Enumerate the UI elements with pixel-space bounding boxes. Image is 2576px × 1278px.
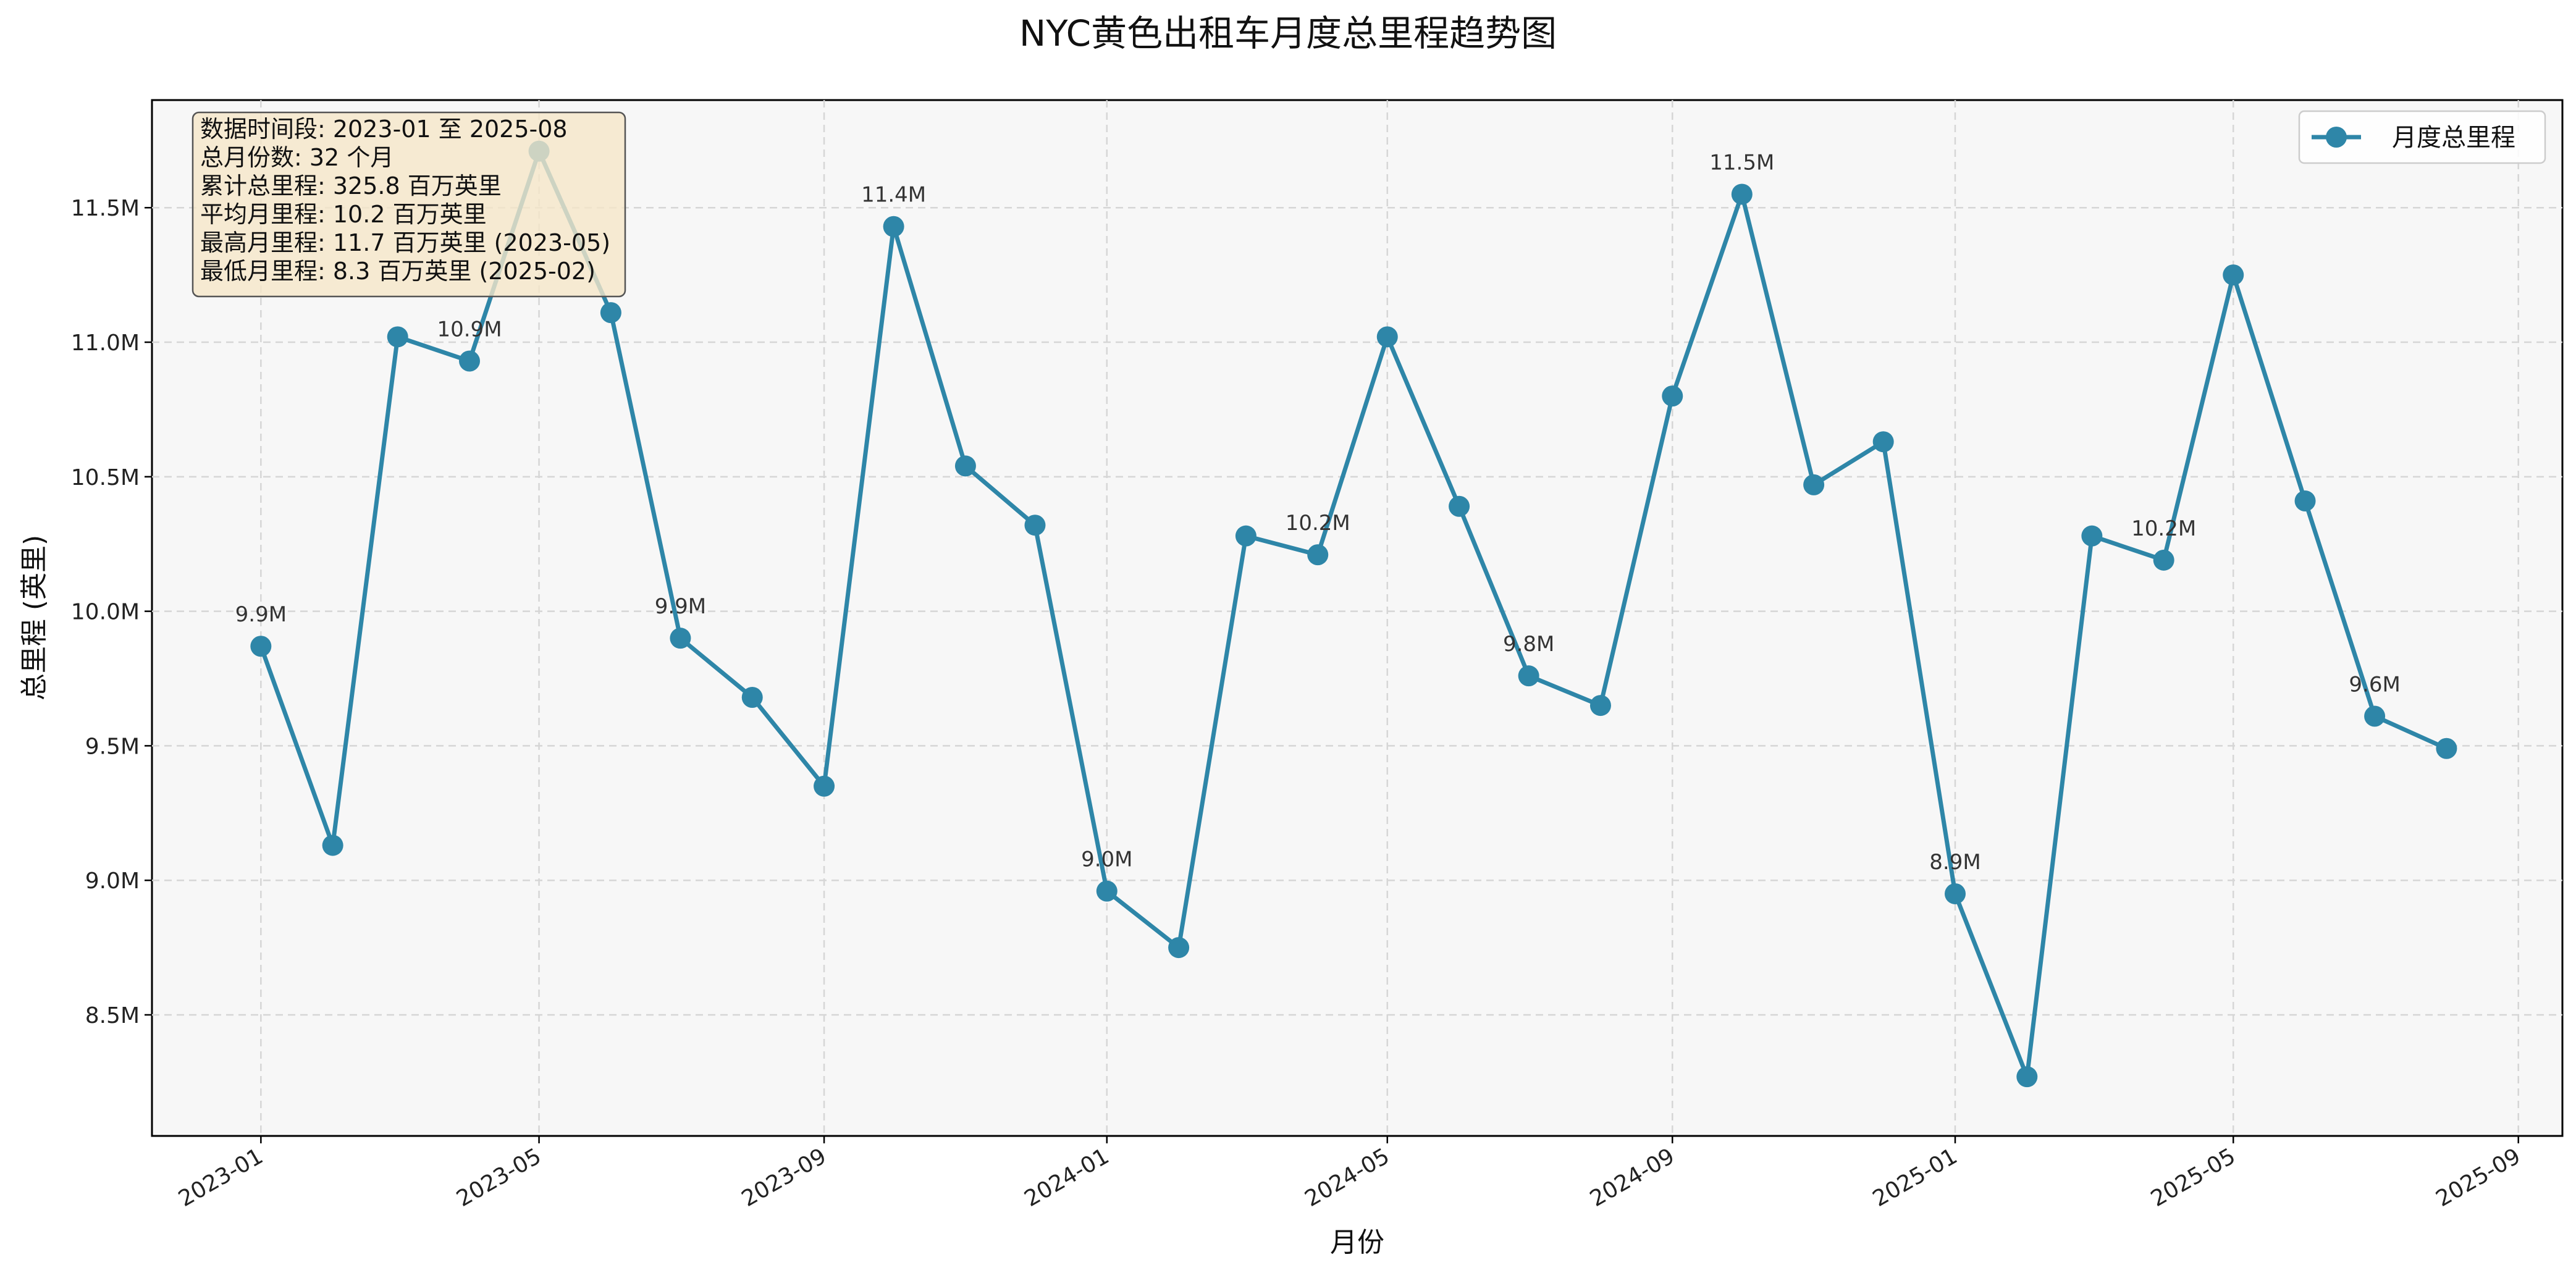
chart-title: NYC黄色出租车月度总里程趋势图 — [1019, 12, 1557, 54]
info-box-line: 数据时间段: 2023-01 至 2025-08 — [200, 116, 568, 143]
data-point — [387, 326, 408, 348]
x-tick-label: 2025-09 — [2431, 1143, 2525, 1212]
data-point — [1944, 883, 1966, 904]
info-box-background — [192, 111, 626, 298]
info-box-line: 累计总里程: 325.8 百万英里 — [200, 172, 502, 200]
data-label: 10.9M — [437, 317, 502, 342]
x-tick-label: 2024-05 — [1301, 1143, 1394, 1212]
data-point — [600, 302, 621, 324]
data-point — [2294, 490, 2316, 512]
data-label: 8.9M — [1929, 850, 1980, 875]
data-label: 9.9M — [655, 594, 706, 619]
y-tick-label: 8.5M — [85, 1003, 140, 1028]
data-point — [1168, 937, 1190, 959]
data-point — [2223, 264, 2244, 286]
data-point — [322, 834, 343, 856]
data-point — [2081, 525, 2103, 547]
data-point — [2364, 705, 2386, 727]
data-point — [2153, 549, 2174, 571]
data-label: 9.0M — [1081, 847, 1132, 872]
x-axis-title: 月份 — [1330, 1227, 1384, 1258]
x-tick-label: 2023-05 — [452, 1143, 545, 1212]
data-annotations: 9.9M 10.9M 9.9M 11.4M 9.0M 10.2M 9.8M 11.5M 8.9M… — [235, 150, 2401, 875]
data-point — [1518, 665, 1539, 687]
x-tick-label: 2023-09 — [738, 1143, 831, 1212]
series-layer — [250, 140, 2457, 1088]
grid-lines — [152, 100, 2562, 1136]
data-point — [1589, 695, 1611, 717]
y-axis: 8.5M 9.0M 9.5M 10.0M 10.5M 11.0M 11.5M — [71, 196, 152, 1028]
x-axis: 2023-01 2023-05 2023-09 2024-01 2024-05 2024-… — [174, 1136, 2525, 1212]
x-tick-label: 2024-09 — [1586, 1143, 1679, 1212]
data-point — [1803, 474, 1825, 495]
data-label: 9.8M — [1503, 632, 1554, 657]
data-point — [1872, 431, 1894, 453]
data-point — [1662, 385, 1683, 407]
y-tick-label: 9.0M — [85, 868, 140, 894]
data-point — [883, 216, 904, 237]
x-tick-label: 2025-05 — [2147, 1143, 2240, 1212]
y-tick-label: 10.0M — [71, 600, 140, 625]
info-box-line: 最高月里程: 11.7 百万英里 (2023-05) — [200, 229, 610, 256]
y-tick-label: 11.5M — [71, 196, 140, 221]
y-axis-title: 总里程 (英里) — [19, 535, 50, 700]
data-point — [1024, 515, 1046, 536]
data-label: 9.6M — [2349, 672, 2400, 697]
data-point — [2016, 1066, 2038, 1088]
info-box-line: 最低月里程: 8.3 百万英里 (2025-02) — [200, 258, 596, 285]
data-label: 9.9M — [235, 602, 287, 627]
legend: 月度总里程 — [2298, 110, 2546, 164]
data-point — [1235, 525, 1256, 547]
data-point — [1376, 326, 1398, 348]
data-point — [459, 350, 481, 372]
x-tick-label: 2025-01 — [1869, 1143, 1962, 1212]
y-tick-label: 10.5M — [71, 465, 140, 490]
data-point — [1731, 183, 1753, 205]
data-point — [814, 775, 835, 797]
data-label: 10.2M — [2131, 516, 2196, 541]
y-tick-label: 9.5M — [85, 734, 140, 759]
data-point — [1449, 495, 1470, 517]
data-point — [1307, 544, 1329, 566]
data-point — [250, 636, 272, 657]
legend-marker-swatch — [2326, 127, 2347, 148]
x-tick-label: 2023-01 — [174, 1143, 267, 1212]
info-box-line: 平均月里程: 10.2 百万英里 — [200, 201, 487, 228]
legend-frame — [2298, 110, 2546, 164]
data-label: 10.2M — [1286, 511, 1350, 536]
data-point — [2436, 738, 2457, 759]
y-tick-label: 11.0M — [71, 330, 140, 356]
data-point — [1096, 880, 1118, 902]
data-label: 11.5M — [1709, 150, 1774, 175]
series-line — [259, 149, 2448, 1079]
data-point — [741, 686, 763, 708]
legend-label: 月度总里程 — [2392, 124, 2515, 152]
data-point — [954, 455, 976, 477]
info-box-line: 总月份数: 32 个月 — [200, 144, 394, 171]
data-label: 11.4M — [861, 183, 926, 208]
data-point — [670, 628, 691, 649]
x-tick-label: 2024-01 — [1021, 1143, 1114, 1212]
